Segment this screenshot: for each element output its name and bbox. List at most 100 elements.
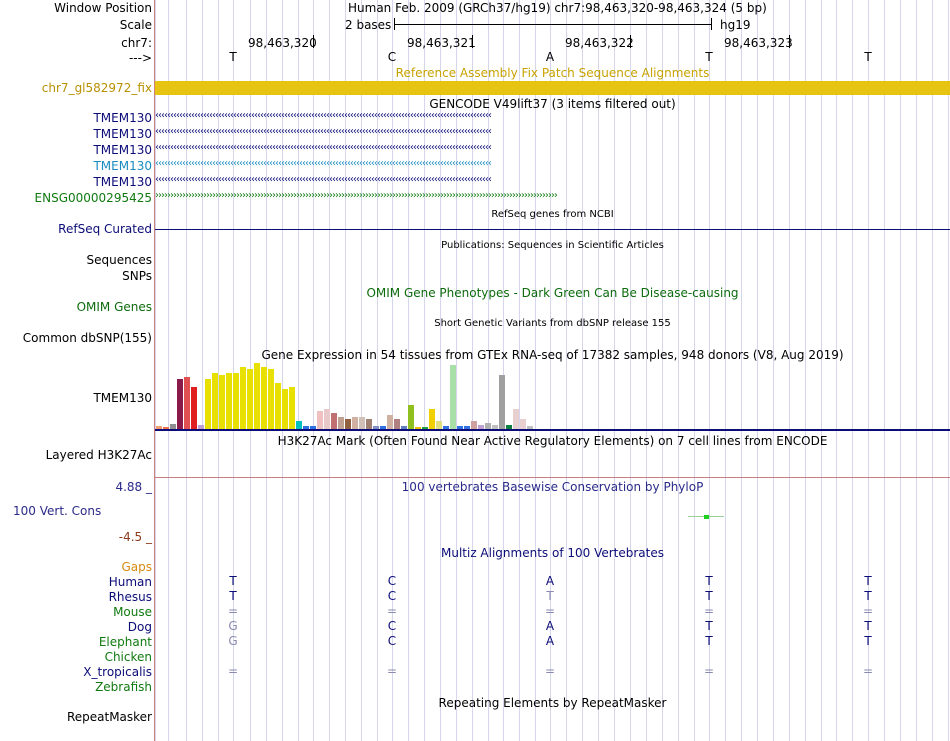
gtex-tissue-bar[interactable] xyxy=(450,365,456,429)
gtex-tissue-bar[interactable] xyxy=(478,425,484,429)
gtex-tissue-bar[interactable] xyxy=(485,423,491,429)
multiz-species-label[interactable]: Dog xyxy=(127,620,152,634)
gtex-tissue-bar[interactable] xyxy=(268,369,274,429)
gtex-tissue-bar[interactable] xyxy=(380,426,386,429)
refseq-track-title[interactable]: RefSeq genes from NCBI xyxy=(491,209,614,220)
gencode-item-label[interactable]: TMEM130 xyxy=(93,175,152,189)
gtex-tissue-bar[interactable] xyxy=(303,426,309,429)
gencode-item-label[interactable]: ENSG00000295425 xyxy=(34,191,152,205)
gtex-tissue-bar[interactable] xyxy=(464,426,470,429)
gencode-item-arrows[interactable]: ‹‹‹‹‹‹‹‹‹‹‹‹‹‹‹‹‹‹‹‹‹‹‹‹‹‹‹‹‹‹‹‹‹‹‹‹‹‹‹‹… xyxy=(155,126,492,137)
gtex-tissue-bar[interactable] xyxy=(317,411,323,429)
gtex-tissue-bar[interactable] xyxy=(443,426,449,429)
gtex-tissue-bar[interactable] xyxy=(254,363,260,429)
fix-patch-label[interactable]: chr7_gl582972_fix xyxy=(41,81,152,95)
gtex-tissue-bar[interactable] xyxy=(170,424,176,429)
multiz-species-label[interactable]: Rhesus xyxy=(108,590,152,604)
gtex-tissue-bar[interactable] xyxy=(499,375,505,429)
gtex-tissue-bar[interactable] xyxy=(345,419,351,429)
gtex-tissue-bar[interactable] xyxy=(338,417,344,429)
gtex-bar-chart[interactable] xyxy=(155,363,950,429)
gtex-tissue-bar[interactable] xyxy=(331,413,337,429)
phylop-label[interactable]: 100 Vert. Cons xyxy=(13,504,102,518)
gtex-tissue-bar[interactable] xyxy=(492,425,498,429)
gtex-tissue-bar[interactable] xyxy=(408,405,414,429)
gtex-tissue-bar[interactable] xyxy=(310,426,316,429)
gtex-tissue-bar[interactable] xyxy=(191,387,197,429)
gtex-tissue-bar[interactable] xyxy=(205,379,211,429)
gtex-tissue-bar[interactable] xyxy=(352,417,358,429)
gtex-tissue-bar[interactable] xyxy=(373,426,379,429)
gtex-tissue-bar[interactable] xyxy=(275,383,281,429)
gtex-tissue-bar[interactable] xyxy=(156,426,162,429)
gtex-tissue-bar[interactable] xyxy=(387,415,393,429)
gtex-tissue-bar[interactable] xyxy=(366,419,372,429)
gtex-tissue-bar[interactable] xyxy=(401,426,407,429)
refseq-gene-line[interactable] xyxy=(155,229,950,230)
gtex-tissue-bar[interactable] xyxy=(289,387,295,429)
multiz-species-label[interactable]: Mouse xyxy=(113,605,152,619)
fix-patch-track-title[interactable]: Reference Assembly Fix Patch Sequence Al… xyxy=(395,66,710,80)
publications-track-title[interactable]: Publications: Sequences in Scientific Ar… xyxy=(441,240,664,251)
refseq-label[interactable]: RefSeq Curated xyxy=(58,222,152,236)
gtex-tissue-bar[interactable] xyxy=(506,425,512,429)
gtex-tissue-bar[interactable] xyxy=(527,426,533,429)
fix-patch-alignment-bar[interactable] xyxy=(155,81,950,95)
gencode-item-label[interactable]: TMEM130 xyxy=(93,159,152,173)
gencode-item-label[interactable]: TMEM130 xyxy=(93,111,152,125)
repeatmasker-track-title[interactable]: Repeating Elements by RepeatMasker xyxy=(438,696,667,710)
gtex-tissue-bar[interactable] xyxy=(240,367,246,429)
gtex-tissue-bar[interactable] xyxy=(415,427,421,429)
gencode-item-arrows[interactable]: ‹‹‹‹‹‹‹‹‹‹‹‹‹‹‹‹‹‹‹‹‹‹‹‹‹‹‹‹‹‹‹‹‹‹‹‹‹‹‹‹… xyxy=(155,110,492,121)
publications-sequences-label[interactable]: Sequences xyxy=(86,253,152,267)
gtex-tissue-bar[interactable] xyxy=(471,421,477,429)
repeatmasker-label[interactable]: RepeatMasker xyxy=(66,710,152,724)
gtex-tissue-bar[interactable] xyxy=(394,419,400,429)
gtex-tissue-bar[interactable] xyxy=(233,373,239,429)
gtex-tissue-bar[interactable] xyxy=(184,377,190,429)
omim-track-title[interactable]: OMIM Gene Phenotypes - Dark Green Can Be… xyxy=(366,286,739,300)
gtex-tissue-bar[interactable] xyxy=(422,427,428,429)
gtex-track-title[interactable]: Gene Expression in 54 tissues from GTEx … xyxy=(261,348,844,362)
gtex-tissue-bar[interactable] xyxy=(436,421,442,429)
multiz-track-title[interactable]: Multiz Alignments of 100 Vertebrates xyxy=(440,546,665,560)
gtex-tissue-bar[interactable] xyxy=(261,367,267,429)
dbsnp-label[interactable]: Common dbSNP(155) xyxy=(22,331,152,345)
gencode-item-arrows[interactable]: ‹‹‹‹‹‹‹‹‹‹‹‹‹‹‹‹‹‹‹‹‹‹‹‹‹‹‹‹‹‹‹‹‹‹‹‹‹‹‹‹… xyxy=(155,142,492,153)
gtex-label[interactable]: TMEM130 xyxy=(93,391,152,405)
multiz-species-label[interactable]: X_tropicalis xyxy=(83,665,152,679)
gtex-tissue-bar[interactable] xyxy=(457,426,463,429)
gtex-tissue-bar[interactable] xyxy=(429,409,435,429)
gtex-tissue-bar[interactable] xyxy=(513,409,519,429)
gtex-tissue-bar[interactable] xyxy=(226,373,232,429)
omim-label[interactable]: OMIM Genes xyxy=(76,300,152,314)
multiz-species-label[interactable]: Elephant xyxy=(98,635,152,649)
gtex-tissue-bar[interactable] xyxy=(177,379,183,429)
gtex-tissue-bar[interactable] xyxy=(247,369,253,429)
gtex-tissue-bar[interactable] xyxy=(219,375,225,429)
gtex-tissue-bar[interactable] xyxy=(212,373,218,429)
gtex-tissue-bar[interactable] xyxy=(296,421,302,429)
phylop-score-mark[interactable] xyxy=(704,515,709,519)
multiz-species-label[interactable]: Chicken xyxy=(104,650,152,664)
gencode-item-label[interactable]: TMEM130 xyxy=(93,127,152,141)
multiz-species-label[interactable]: Zebrafish xyxy=(95,680,152,694)
dbsnp-track-title[interactable]: Short Genetic Variants from dbSNP releas… xyxy=(434,318,671,329)
window-position-value[interactable]: Human Feb. 2009 (GRCh37/hg19) chr7:98,46… xyxy=(348,1,767,15)
gtex-tissue-bar[interactable] xyxy=(520,419,526,429)
gtex-tissue-bar[interactable] xyxy=(282,389,288,429)
h3k27ac-track-title[interactable]: H3K27Ac Mark (Often Found Near Active Re… xyxy=(277,434,828,448)
h3k27ac-label[interactable]: Layered H3K27Ac xyxy=(45,448,152,462)
gtex-tissue-bar[interactable] xyxy=(359,417,365,429)
gencode-item-arrows[interactable]: ››››››››››››››››››››››››››››››››››››››››… xyxy=(155,190,558,201)
gtex-tissue-bar[interactable] xyxy=(324,409,330,429)
gtex-tissue-bar[interactable] xyxy=(163,427,169,429)
gencode-track-title[interactable]: GENCODE V49lift37 (3 items filtered out) xyxy=(429,97,676,111)
gtex-tissue-bar[interactable] xyxy=(198,425,204,429)
gencode-item-arrows[interactable]: ‹‹‹‹‹‹‹‹‹‹‹‹‹‹‹‹‹‹‹‹‹‹‹‹‹‹‹‹‹‹‹‹‹‹‹‹‹‹‹‹… xyxy=(155,158,492,169)
snps-label[interactable]: SNPs xyxy=(122,269,152,283)
multiz-species-label[interactable]: Human xyxy=(108,575,152,589)
gencode-item-label[interactable]: TMEM130 xyxy=(93,143,152,157)
phylop-track-title[interactable]: 100 vertebrates Basewise Conservation by… xyxy=(401,480,704,494)
gencode-item-arrows[interactable]: ‹‹‹‹‹‹‹‹‹‹‹‹‹‹‹‹‹‹‹‹‹‹‹‹‹‹‹‹‹‹‹‹‹‹‹‹‹‹‹‹… xyxy=(155,174,492,185)
